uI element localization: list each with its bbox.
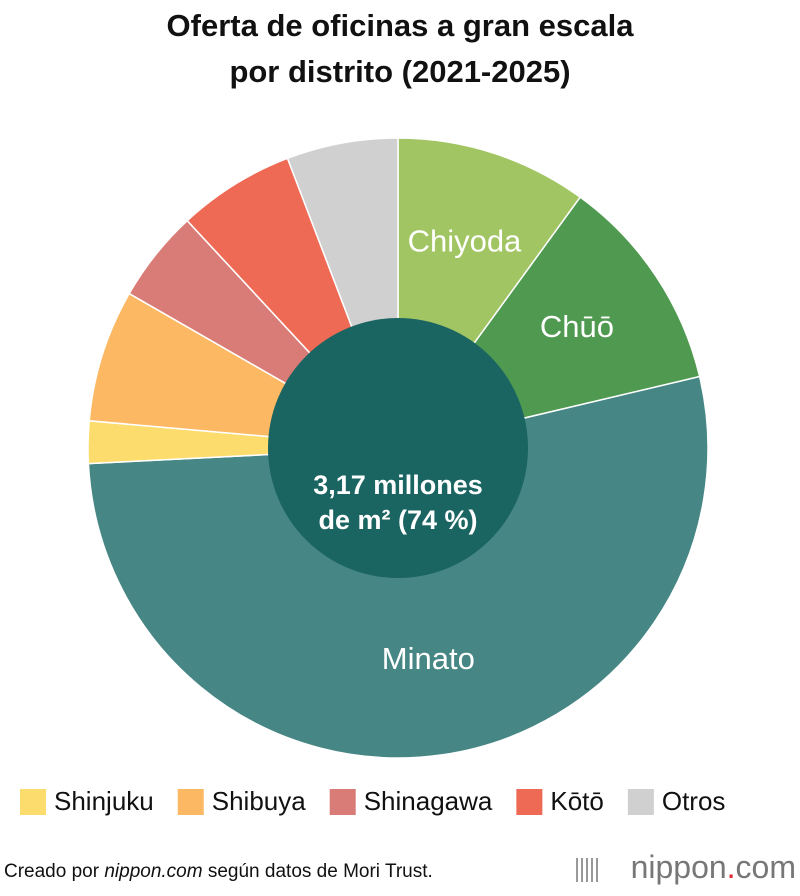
logo-text: . (727, 849, 736, 885)
source-text: Creado por (4, 861, 104, 882)
chart-title: Oferta de oficinas a gran escala (167, 8, 635, 43)
legend-swatch (329, 789, 356, 815)
center-circle (268, 318, 528, 578)
source-note: Creado por nippon.com según datos de Mor… (4, 861, 433, 882)
logo-text: com (736, 849, 796, 885)
slice-label: Minato (382, 641, 475, 676)
logo-text: nippon (631, 849, 727, 885)
logo-icon (576, 858, 598, 882)
legend: Shinjuku Shibuya Shinagawa Kōtō Otros (20, 786, 725, 816)
legend-label: Shinagawa (364, 786, 493, 816)
center-label: 3,17 millones (313, 470, 483, 500)
legend-swatch (516, 789, 543, 815)
legend-swatch (177, 789, 204, 815)
logo: nippon.com (631, 849, 796, 885)
legend-label: Kōtō (550, 786, 604, 816)
source-text: según datos de Mori Trust. (203, 861, 433, 882)
center-label: de m² (74 %) (318, 505, 477, 535)
source-text: nippon.com (104, 861, 202, 882)
chart-title: por distrito (2021-2025) (229, 54, 570, 89)
slice-label: Chiyoda (408, 224, 522, 259)
legend-label: Otros (662, 786, 726, 816)
legend-label: Shibuya (212, 786, 306, 816)
slice-label: Chūō (540, 309, 614, 344)
legend-swatch (20, 789, 46, 815)
legend-label: Shinjuku (54, 786, 154, 816)
legend-swatch (627, 789, 654, 815)
